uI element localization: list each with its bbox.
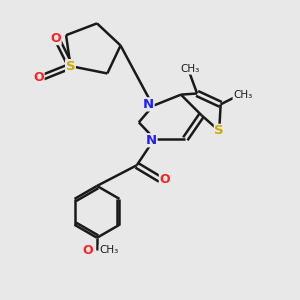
- Text: O: O: [33, 71, 44, 84]
- Text: N: N: [146, 134, 157, 147]
- Text: O: O: [159, 173, 170, 186]
- Text: S: S: [66, 60, 75, 73]
- Text: CH₃: CH₃: [99, 245, 119, 255]
- Text: N: N: [143, 98, 154, 111]
- Text: O: O: [83, 244, 94, 256]
- Text: O: O: [50, 32, 61, 45]
- Text: CH₃: CH₃: [233, 90, 252, 100]
- Text: S: S: [214, 124, 224, 137]
- Text: CH₃: CH₃: [180, 64, 200, 74]
